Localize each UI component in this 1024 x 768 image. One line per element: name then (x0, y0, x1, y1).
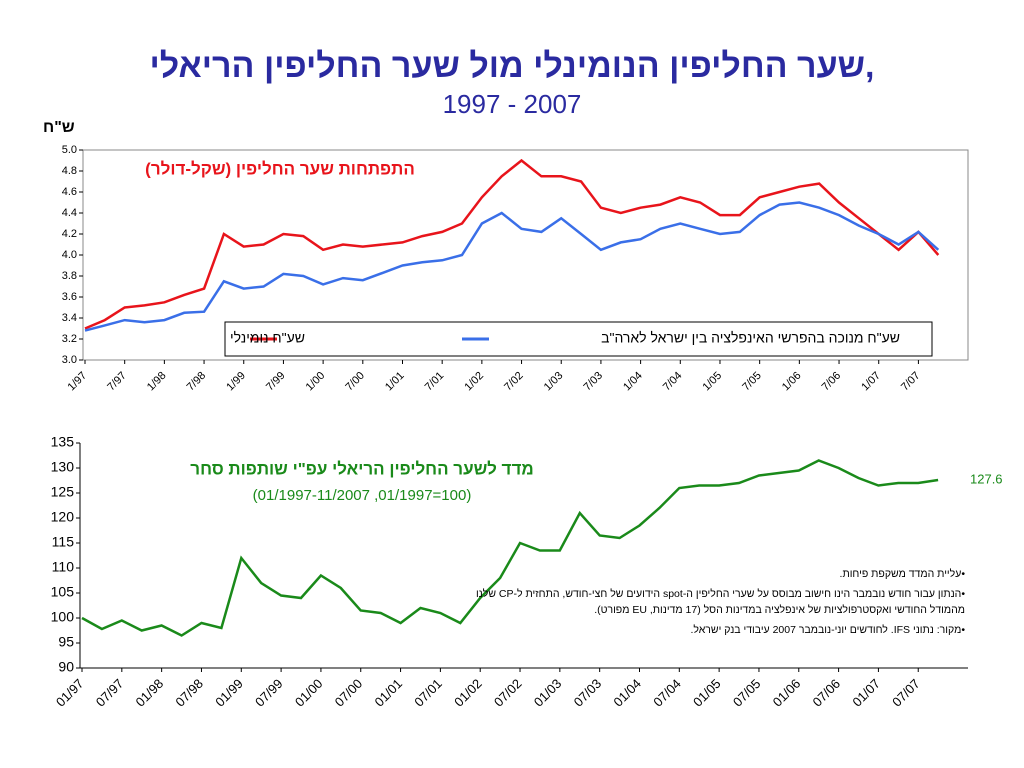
series-line (84, 201, 940, 332)
x-tick-label: 1/01 (383, 370, 407, 394)
y-tick-label: 4.4 (62, 207, 77, 219)
note: •מקור: נתוני IFS. לחודשים יוני-נובמבר 20… (690, 624, 965, 636)
x-tick-label: 07/04 (650, 676, 684, 710)
y-tick-label: 120 (51, 509, 75, 525)
x-tick-label: 01/97 (53, 676, 87, 710)
data-label: 127.6 (970, 471, 1003, 486)
annotation: התפתחות שער החליפין (שקל-דולר) (145, 159, 415, 178)
x-tick-label: 1/07 (859, 370, 883, 394)
x-tick-label: 01/02 (451, 676, 485, 710)
x-tick-label: 1/06 (780, 370, 804, 394)
x-tick-label: 7/98 (185, 370, 209, 394)
x-tick-label: 01/01 (371, 676, 405, 710)
legend-label: שע"ח נומינלי (230, 330, 305, 346)
y-tick-label: 135 (51, 434, 75, 450)
notes: •עליית המדד משקפת פיחות. •הנתון עבור חוד… (475, 566, 965, 642)
x-tick-label: 1/02 (462, 370, 486, 394)
note: •הנתון עבור חודש נובמבר הינו חישוב מבוסס… (475, 588, 965, 616)
x-tick-label: 7/03 (581, 370, 605, 394)
y-axis-label: ש"ח (43, 119, 75, 136)
y-tick-label: 105 (51, 584, 75, 600)
y-tick-label: 5.0 (62, 144, 77, 156)
annotation: מדד לשער החליפין הריאלי עפ"י שותפות סחר (190, 459, 533, 478)
x-tick-label: 01/04 (610, 676, 644, 710)
y-tick-label: 3.6 (62, 291, 77, 303)
x-tick-label: 7/97 (105, 370, 129, 394)
y-tick-label: 125 (51, 484, 75, 500)
y-tick-label: 3.2 (62, 333, 77, 345)
slide-subtitle: 1997 - 2007 (443, 89, 582, 119)
x-tick-label: 1/99 (224, 370, 248, 394)
y-tick-label: 100 (51, 609, 75, 625)
x-tick-label: 07/98 (172, 676, 206, 710)
x-tick-label: 7/06 (820, 370, 844, 394)
x-tick-label: 7/99 (264, 370, 288, 394)
x-tick-label: 1/98 (145, 370, 169, 394)
x-tick-label: 1/04 (621, 370, 645, 394)
x-tick-label: 1/00 (304, 370, 328, 394)
x-tick-label: 01/00 (292, 676, 326, 710)
x-tick-label: 07/03 (571, 676, 605, 710)
x-tick-label: 01/98 (133, 676, 167, 710)
x-tick-label: 01/07 (849, 676, 883, 710)
y-tick-label: 110 (52, 559, 75, 575)
y-tick-label: 130 (51, 459, 75, 475)
x-tick-label: 7/01 (423, 370, 447, 394)
x-tick-label: 01/06 (770, 676, 804, 710)
x-tick-label: 01/05 (690, 676, 724, 710)
x-tick-label: 1/97 (66, 370, 90, 394)
x-tick-label: 07/99 (252, 676, 286, 710)
y-tick-label: 3.8 (62, 270, 77, 282)
y-tick-label: 4.0 (62, 249, 77, 261)
note: •עליית המדד משקפת פיחות. (839, 568, 965, 580)
y-tick-label: 4.2 (62, 228, 77, 240)
x-tick-label: 07/01 (411, 676, 445, 710)
x-tick-label: 7/02 (502, 370, 526, 394)
annotation: (01/1997-11/2007 ,01/1997=100) (253, 487, 472, 504)
x-tick-label: 01/03 (531, 676, 565, 710)
legend-label: שע"ח מנוכה בהפרשי האינפלציה בין ישראל לא… (601, 330, 900, 346)
x-tick-label: 7/05 (740, 370, 764, 394)
x-tick-label: 7/00 (343, 370, 367, 394)
y-tick-label: 90 (58, 659, 74, 675)
x-tick-label: 07/02 (491, 676, 525, 710)
series-line (84, 158, 940, 330)
y-tick-label: 4.6 (62, 186, 77, 198)
x-tick-label: 07/07 (889, 676, 923, 710)
slide-title: שער החליפין הנומינלי מול שער החליפין הרי… (149, 47, 874, 85)
y-tick-label: 115 (52, 534, 75, 550)
legend-box (224, 321, 933, 357)
x-tick-label: 01/99 (212, 676, 246, 710)
x-tick-label: 07/97 (93, 676, 127, 710)
y-tick-label: 4.8 (62, 165, 77, 177)
x-tick-label: 7/07 (899, 370, 923, 394)
x-tick-label: 7/04 (661, 370, 685, 394)
x-tick-label: 07/00 (332, 676, 366, 710)
y-tick-label: 3.0 (62, 354, 77, 366)
y-tick-label: 3.4 (62, 312, 77, 324)
x-tick-label: 1/05 (701, 370, 725, 394)
x-tick-label: 07/05 (730, 676, 764, 710)
series-line (81, 459, 939, 637)
y-tick-label: 95 (58, 634, 74, 650)
x-tick-label: 1/03 (542, 370, 566, 394)
x-tick-label: 07/06 (810, 676, 844, 710)
